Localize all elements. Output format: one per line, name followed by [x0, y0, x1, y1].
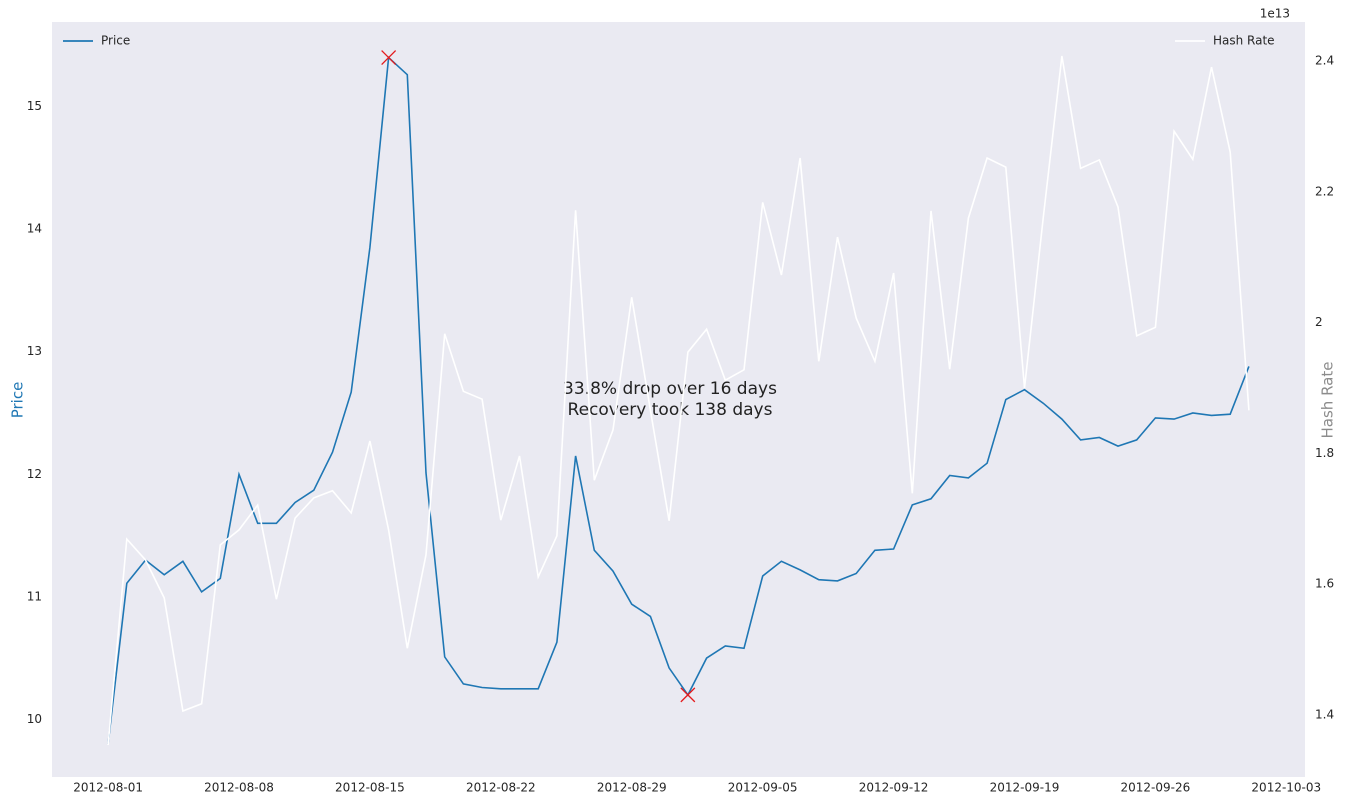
- x-tick-label: 2012-09-19: [990, 781, 1060, 795]
- x-tick-label: 2012-08-22: [466, 781, 536, 795]
- x-tick-label: 2012-08-29: [597, 781, 667, 795]
- y2-tick-label: 2.4: [1315, 54, 1334, 68]
- y2-tick-label: 1.6: [1315, 577, 1334, 591]
- series-line: [107, 55, 1250, 744]
- series-line: [107, 55, 1250, 746]
- legend-label: Price: [101, 34, 130, 48]
- x-tick-label: 2012-09-12: [859, 781, 929, 795]
- y-tick-label: 13: [27, 344, 42, 358]
- annotation: Recovery took 138 days: [568, 400, 773, 420]
- legend-label: Hash Rate: [1213, 34, 1275, 48]
- y2-axis-label: Hash Rate: [1319, 362, 1337, 439]
- x-tick-label: 2012-08-15: [335, 781, 405, 795]
- annotation: 33.8% drop over 16 days: [563, 379, 777, 399]
- plot-area: [52, 22, 1305, 777]
- y-tick-label: 14: [27, 222, 42, 236]
- y-axis-label: Price: [9, 382, 27, 419]
- x-tick-label: 2012-08-08: [204, 781, 274, 795]
- y2-tick-label: 1.4: [1315, 707, 1334, 721]
- x-tick-label: 2012-10-03: [1251, 781, 1321, 795]
- y2-offset-label: 1e13: [1260, 7, 1290, 21]
- x-tick-label: 2012-09-05: [728, 781, 798, 795]
- y2-tick-label: 2.2: [1315, 184, 1334, 198]
- y-tick-label: 10: [27, 712, 42, 726]
- y-tick-label: 11: [27, 589, 42, 603]
- y2-tick-label: 2: [1315, 315, 1323, 329]
- y-tick-label: 15: [27, 99, 42, 113]
- extreme-marker: [381, 50, 397, 66]
- y2-tick-label: 1.8: [1315, 446, 1334, 460]
- extreme-marker: [680, 687, 696, 703]
- x-tick-label: 2012-09-26: [1121, 781, 1191, 795]
- x-tick-label: 2012-08-01: [73, 781, 143, 795]
- y-tick-label: 12: [27, 467, 42, 481]
